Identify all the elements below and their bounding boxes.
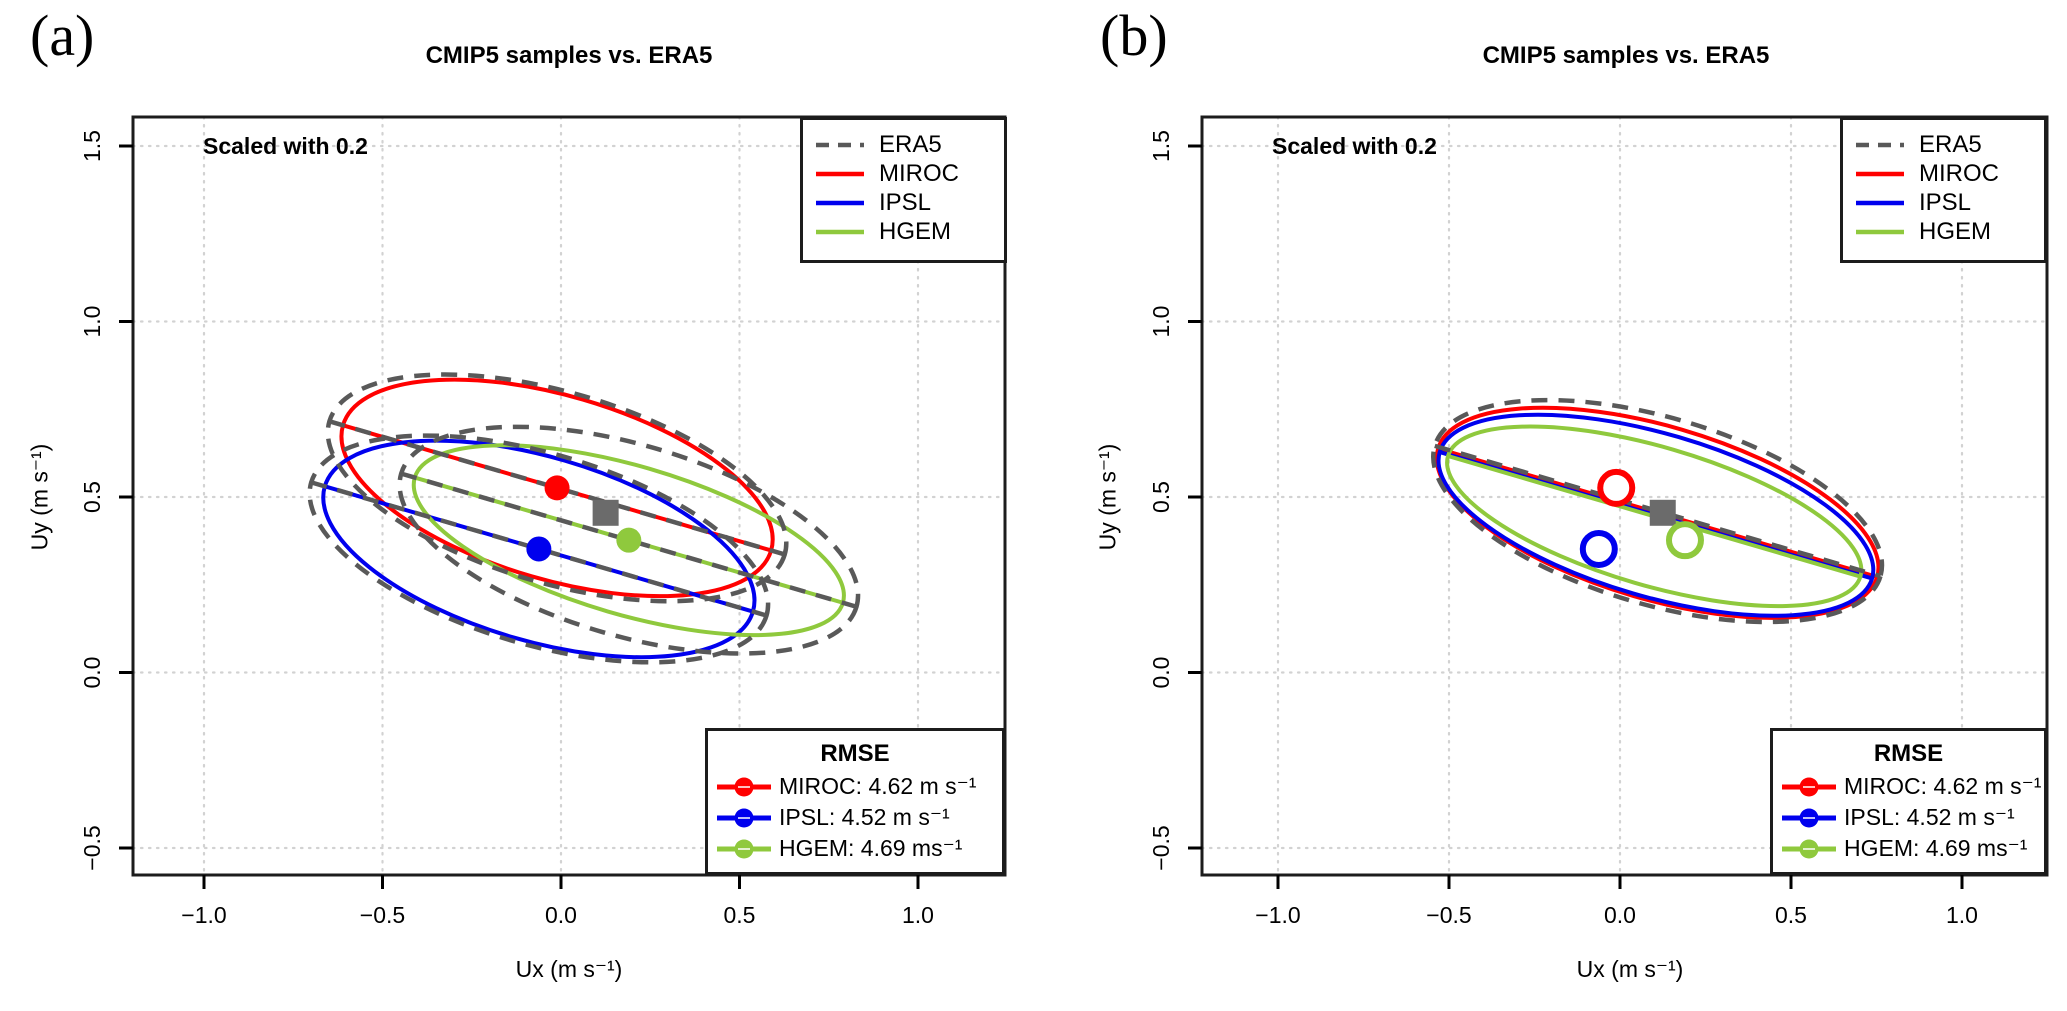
mean-marker-open-circle-ipsl <box>1579 529 1618 568</box>
legend-item-era5: ERA5 <box>803 130 1004 159</box>
rmse-label: MIROC: 4.62 m s⁻¹ <box>779 773 977 799</box>
x-tick-label: −0.5 <box>1426 902 1471 928</box>
y-tick-label: 0.5 <box>79 481 105 513</box>
panel-b-y-axis-title: Uy (m s⁻¹) <box>1094 443 1121 551</box>
legend-label: ERA5 <box>1919 130 1982 158</box>
ellipse-group-era5-at-ipsl-mean <box>307 433 771 665</box>
panel-a-rmse-title: RMSE <box>820 740 890 767</box>
dashed-line-sample-icon <box>1856 142 1904 147</box>
line-sample-icon <box>1856 171 1904 176</box>
y-tick-label: 1.0 <box>79 306 105 338</box>
legend-label: HGEM <box>879 217 951 245</box>
rmse-item-miroc: MIROC: 4.62 m s⁻¹ <box>708 771 1002 802</box>
legend-item-hgem: HGEM <box>803 217 1004 246</box>
line-dot-sample-icon <box>717 839 771 858</box>
line-dot-sample-icon <box>1782 839 1836 858</box>
line-sample-icon <box>816 229 864 234</box>
rmse-label: IPSL: 4.52 m s⁻¹ <box>1844 804 2015 830</box>
x-tick-label: −1.0 <box>181 902 226 928</box>
y-tick-label: 0.5 <box>1148 481 1174 513</box>
rmse-label: HGEM: 4.69 ms⁻¹ <box>779 835 963 861</box>
line-sample-icon <box>816 200 864 205</box>
legend-label: ERA5 <box>879 130 942 158</box>
x-tick-label: 0.0 <box>1604 902 1636 928</box>
rmse-item-ipsl: IPSL: 4.52 m s⁻¹ <box>708 802 1002 833</box>
panel-b-x-axis-title: Ux (m s⁻¹) <box>1576 956 1684 982</box>
mean-marker-dot-miroc <box>544 475 570 501</box>
line-sample-icon <box>1856 200 1904 205</box>
line-dot-sample-icon <box>1782 777 1836 796</box>
y-tick-label: 1.5 <box>1148 130 1174 162</box>
legend-item-hgem: HGEM <box>1843 217 2044 246</box>
legend-item-miroc: MIROC <box>803 159 1004 188</box>
rmse-item-hgem: HGEM: 4.69 ms⁻¹ <box>1773 833 2044 864</box>
y-tick-label: 0.0 <box>1148 657 1174 689</box>
mean-marker-square-era5 <box>592 499 619 526</box>
legend-label: MIROC <box>1919 159 1999 187</box>
rmse-label: IPSL: 4.52 m s⁻¹ <box>779 804 950 830</box>
panel-(a)-plot: −1.0 −0.5 0.0 0.5 1.0 −0.5 0.0 0.5 1.0 1.5 <box>79 115 1007 928</box>
y-tick-label: −0.5 <box>79 825 105 870</box>
rmse-label: HGEM: 4.69 ms⁻¹ <box>1844 835 2028 861</box>
panel-b-legend: ERA5 MIROC IPSL HGEM <box>1840 117 2047 263</box>
mean-marker-dot-hgem <box>616 527 642 553</box>
panel-a-x-axis-title: Ux (m s⁻¹) <box>515 956 623 982</box>
rmse-label: MIROC: 4.62 m s⁻¹ <box>1844 773 2042 799</box>
mean-marker-square-era5 <box>1649 499 1676 526</box>
mean-marker-dot-ipsl <box>526 536 552 562</box>
legend-label: IPSL <box>879 188 932 216</box>
y-tick-label: 0.0 <box>79 657 105 689</box>
ellipse-group-era5-at-miroc-mean <box>325 372 789 604</box>
mean-marker-open-circle-hgem <box>1665 521 1704 560</box>
ellipse-major-axis <box>1434 443 1882 579</box>
x-tick-label: 0.0 <box>545 902 577 928</box>
legend-item-miroc: MIROC <box>1843 159 2044 188</box>
line-dot-sample-icon <box>717 808 771 827</box>
panel-b-title: CMIP5 samples vs. ERA5 <box>1482 42 1770 69</box>
legend-label: MIROC <box>879 159 959 187</box>
rmse-item-ipsl: IPSL: 4.52 m s⁻¹ <box>1773 802 2044 833</box>
line-sample-icon <box>816 171 864 176</box>
legend-item-era5: ERA5 <box>1843 130 2044 159</box>
x-tick-label: −1.0 <box>1255 902 1300 928</box>
panel-a-legend: ERA5 MIROC IPSL HGEM <box>800 117 1007 263</box>
mean-marker-open-circle-miroc <box>1597 468 1636 507</box>
panel-b-rmse-box: RMSE MIROC: 4.62 m s⁻¹ IPSL: 4.52 m s⁻¹ HG… <box>1770 728 2047 875</box>
line-sample-icon <box>1856 229 1904 234</box>
line-dot-sample-icon <box>1782 808 1836 827</box>
y-tick-label: 1.0 <box>1148 306 1174 338</box>
panel-a-y-axis-title: Uy (m s⁻¹) <box>26 443 53 551</box>
x-tick-label: 0.5 <box>724 902 756 928</box>
ellipse-group-era5-at-hgem-mean <box>397 424 861 656</box>
x-tick-label: 1.0 <box>1946 902 1978 928</box>
dashed-line-sample-icon <box>816 142 864 147</box>
panel-a-annotation: Scaled with 0.2 <box>203 133 368 159</box>
legend-item-ipsl: IPSL <box>803 188 1004 217</box>
x-tick-label: −0.5 <box>360 902 405 928</box>
x-tick-label: 0.5 <box>1775 902 1807 928</box>
legend-label: HGEM <box>1919 217 1991 245</box>
rmse-item-miroc: MIROC: 4.62 m s⁻¹ <box>1773 771 2044 802</box>
y-tick-label: 1.5 <box>79 130 105 162</box>
legend-label: IPSL <box>1919 188 1972 216</box>
panel-b-annotation: Scaled with 0.2 <box>1272 133 1437 159</box>
panel-b-rmse-title: RMSE <box>1873 740 1944 767</box>
line-dot-sample-icon <box>717 777 771 796</box>
x-tick-label: 1.0 <box>902 902 934 928</box>
panel-a-rmse-box: RMSE MIROC: 4.62 m s⁻¹ IPSL: 4.52 m s⁻¹ HG… <box>705 728 1005 875</box>
legend-item-ipsl: IPSL <box>1843 188 2044 217</box>
panel-a-title: CMIP5 samples vs. ERA5 <box>425 42 713 69</box>
rmse-item-hgem: HGEM: 4.69 ms⁻¹ <box>708 833 1002 864</box>
panel-b-label: (b) <box>1100 3 1168 68</box>
y-tick-label: −0.5 <box>1148 825 1174 870</box>
panel-a-label: (a) <box>30 3 95 68</box>
